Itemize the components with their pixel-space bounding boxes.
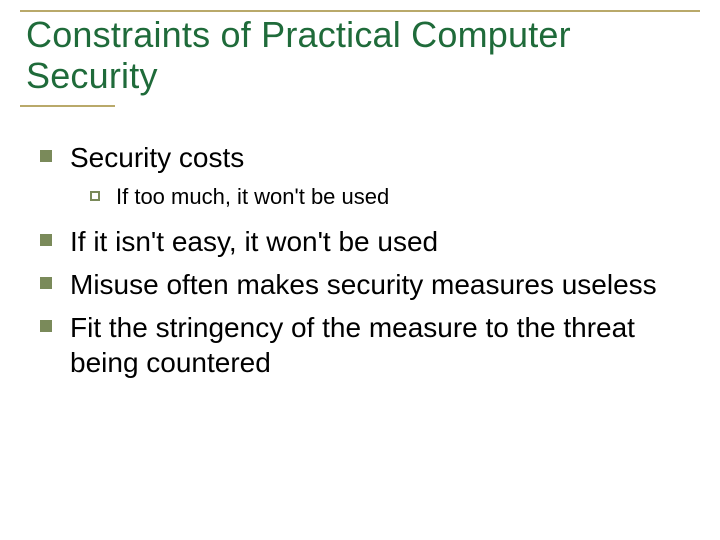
list-item: Security costs <box>40 140 680 175</box>
list-item: Misuse often makes security measures use… <box>40 267 680 302</box>
title-rule-bottom <box>20 105 115 107</box>
list-item-text: Misuse often makes security measures use… <box>70 267 657 302</box>
sub-list-item-text: If too much, it won't be used <box>116 183 389 212</box>
hollow-square-bullet-icon <box>90 191 100 201</box>
list-item-text: Security costs <box>70 140 244 175</box>
sub-list-item: If too much, it won't be used <box>90 183 680 212</box>
square-bullet-icon <box>40 277 52 289</box>
list-item: Fit the stringency of the measure to the… <box>40 310 680 380</box>
list-item: If it isn't easy, it won't be used <box>40 224 680 259</box>
title-block: Constraints of Practical Computer Securi… <box>20 10 700 107</box>
square-bullet-icon <box>40 234 52 246</box>
slide-body: Security costs If too much, it won't be u… <box>40 140 680 388</box>
slide: Constraints of Practical Computer Securi… <box>0 0 720 540</box>
list-item-text: If it isn't easy, it won't be used <box>70 224 438 259</box>
slide-title: Constraints of Practical Computer Securi… <box>20 12 700 103</box>
list-item-text: Fit the stringency of the measure to the… <box>70 310 680 380</box>
square-bullet-icon <box>40 320 52 332</box>
square-bullet-icon <box>40 150 52 162</box>
